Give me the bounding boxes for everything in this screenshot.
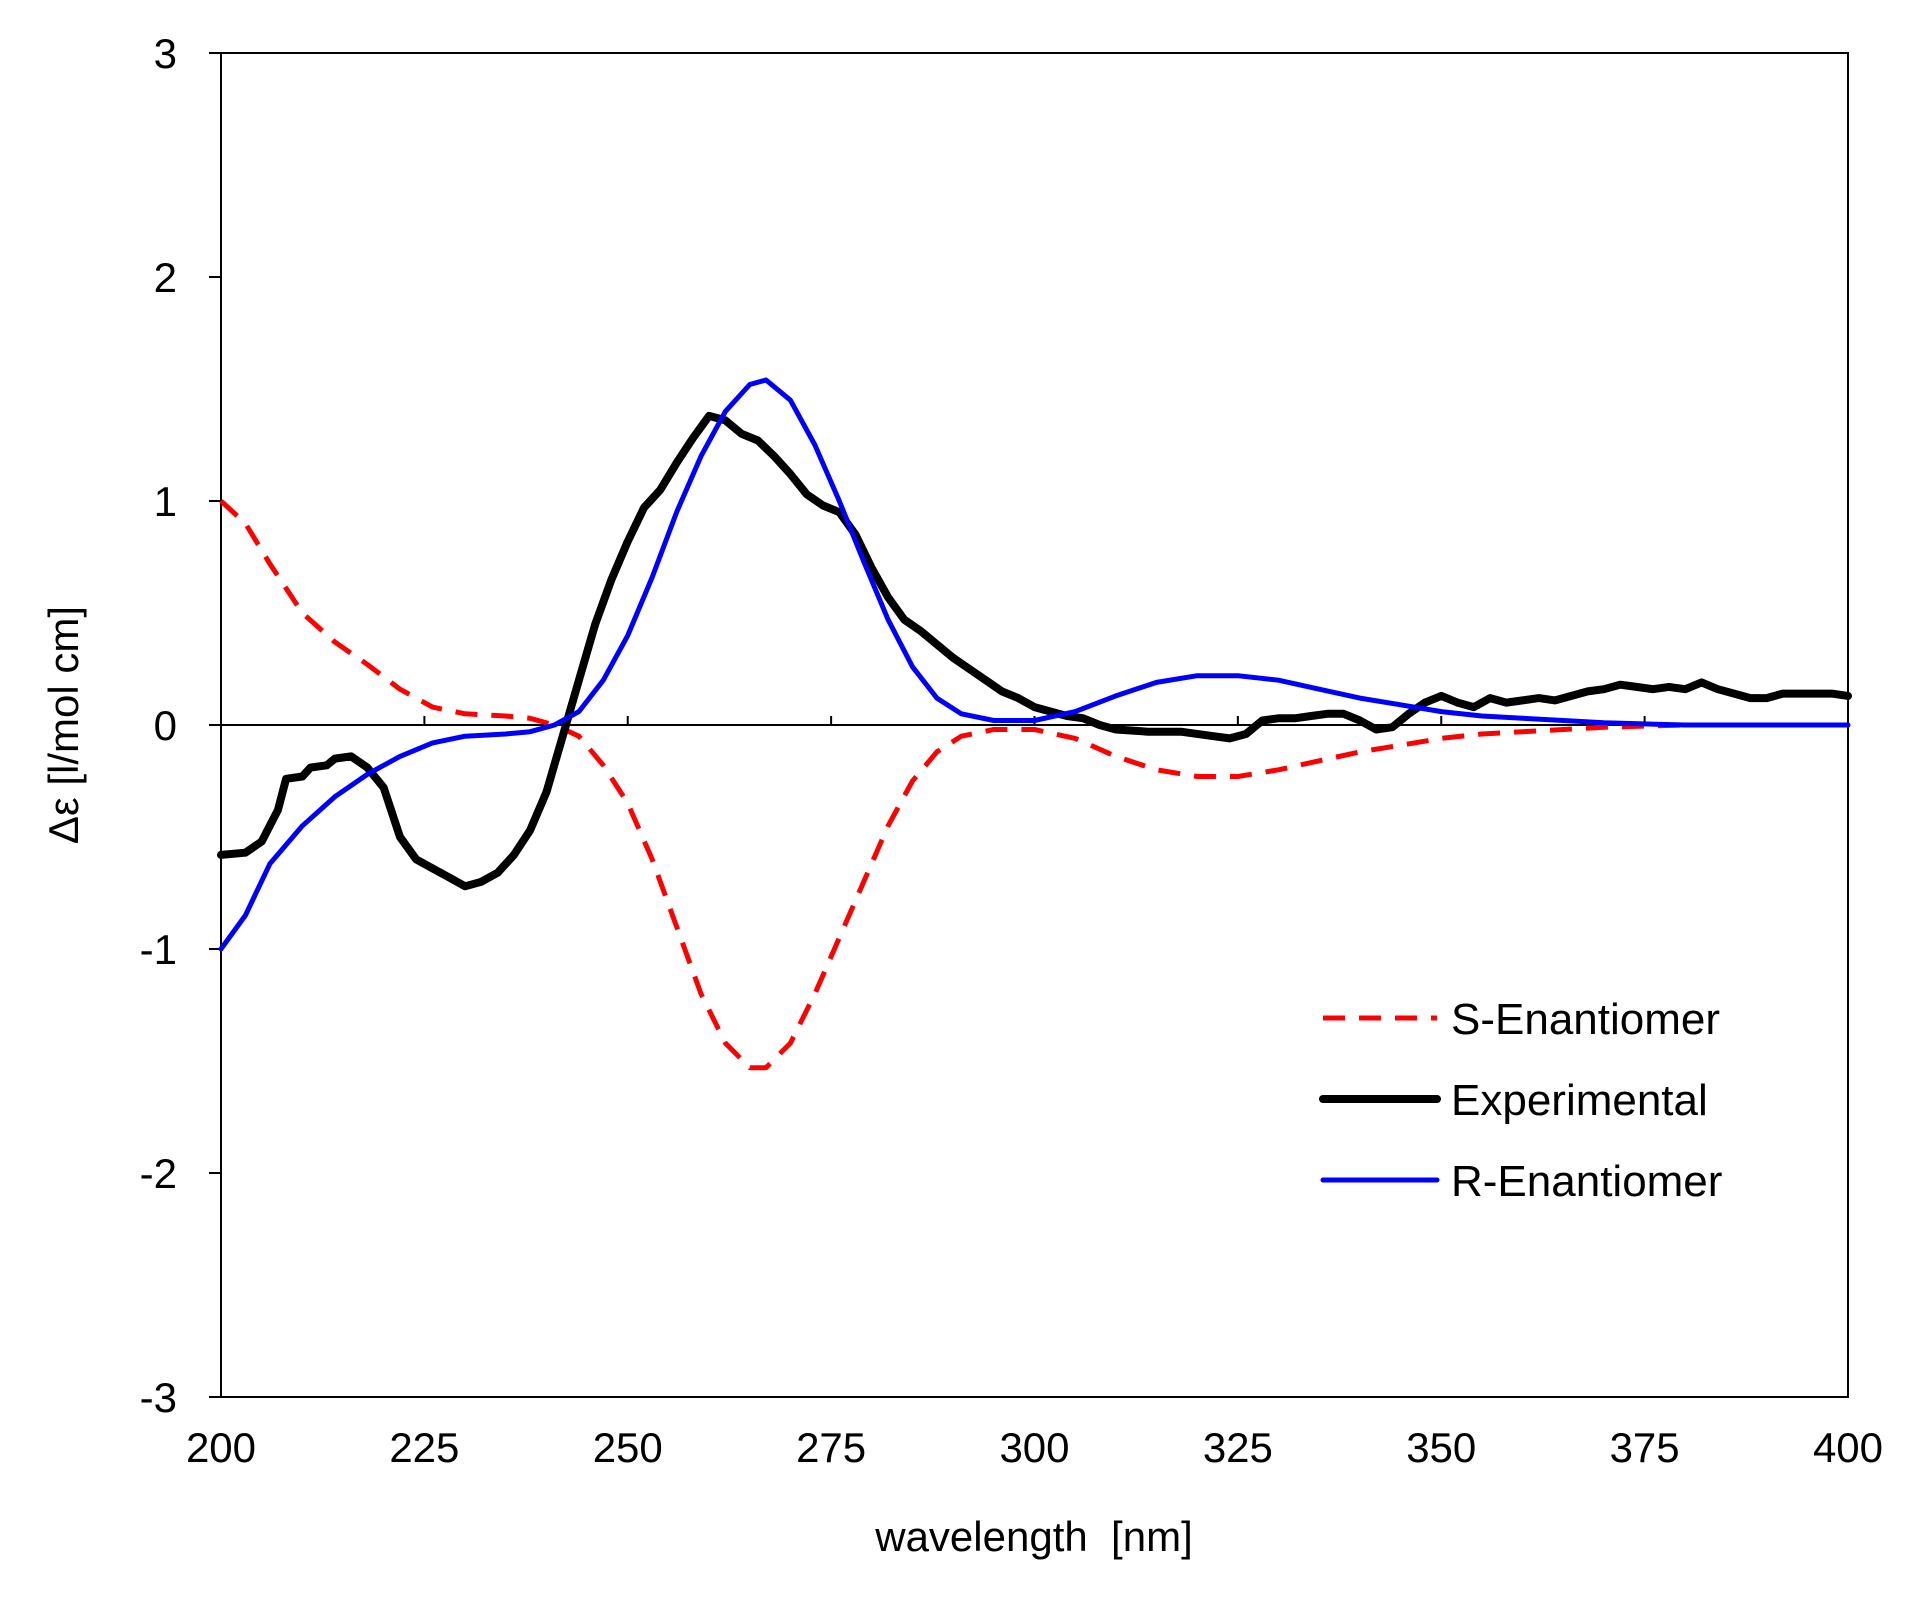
x-tick-label: 250 xyxy=(593,1424,663,1471)
y-tick-label: 1 xyxy=(154,478,177,525)
series-lines xyxy=(217,377,1852,1071)
x-axis-title: wavelength [nm] xyxy=(874,1513,1193,1560)
y-tick-label: -1 xyxy=(140,926,177,973)
y-tick-label: 3 xyxy=(154,30,177,77)
y-tick-label: -3 xyxy=(140,1374,177,1421)
x-tick-label: 375 xyxy=(1610,1424,1680,1471)
series-line-s-enantiomer xyxy=(219,499,1848,1071)
axis-ticks xyxy=(209,52,1849,1398)
y-tick-label: 0 xyxy=(154,702,177,749)
legend-label: S-Enantiomer xyxy=(1451,995,1720,1044)
legend-label: Experimental xyxy=(1451,1076,1708,1125)
y-tick-label: 2 xyxy=(154,254,177,301)
y-axis-title: Δε [l/mol cm] xyxy=(40,606,87,844)
y-tick-label: -2 xyxy=(140,1150,177,1197)
x-tick-label: 400 xyxy=(1813,1424,1883,1471)
x-tick-label: 200 xyxy=(186,1424,256,1471)
legend: S-Enantiomer Experimental R-Enantiomer xyxy=(1319,995,1722,1206)
x-tick-label: 325 xyxy=(1203,1424,1273,1471)
x-tick-label: 275 xyxy=(796,1424,866,1471)
tick-labels: 200 225 250 275 300 325 350 375 400 -3 -2 -1 0 1 2 3 xyxy=(140,30,1883,1471)
series-line-r-enantiomer xyxy=(218,377,1851,952)
x-tick-label: 225 xyxy=(389,1424,459,1471)
legend-label: R-Enantiomer xyxy=(1451,1157,1722,1206)
x-tick-label: 300 xyxy=(999,1424,1069,1471)
series-line-experimental xyxy=(217,411,1852,891)
x-tick-label: 350 xyxy=(1406,1424,1476,1471)
